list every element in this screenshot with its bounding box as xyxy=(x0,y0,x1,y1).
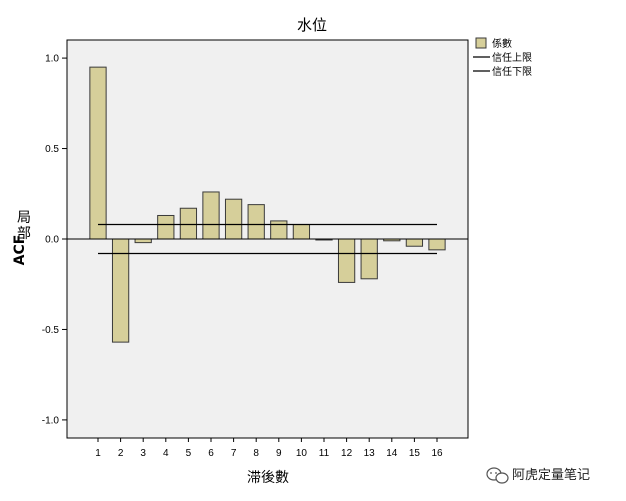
x-axis-ticks: 1 2 3 4 5 6 7 8 9 10 11 12 13 14 15 16 xyxy=(95,438,443,459)
acf-bar xyxy=(270,220,288,240)
acf-bar xyxy=(89,66,107,240)
x-tick-label: 10 xyxy=(296,448,308,459)
y-tick-label: 0.5 xyxy=(45,144,59,155)
y-axis-ticks: 1.0 0.5 0.0 -0.5 -1.0 xyxy=(42,54,67,426)
x-tick-label: 9 xyxy=(276,448,282,459)
acf-bar xyxy=(179,207,198,240)
x-tick-label: 7 xyxy=(231,448,237,459)
chart-title: 水位 xyxy=(297,16,327,34)
x-tick-label: 3 xyxy=(140,448,146,459)
acf-bar xyxy=(134,238,152,244)
acf-bar xyxy=(224,198,243,240)
x-tick-label: 8 xyxy=(253,448,259,459)
watermark-text: 阿虎定量笔记 xyxy=(512,467,590,483)
acf-bar xyxy=(157,214,175,240)
y-tick-label: -0.5 xyxy=(42,325,60,336)
y-axis-title-line1: 局 xyxy=(17,210,31,226)
x-tick-label: 6 xyxy=(208,448,214,459)
watermark: 阿虎定量笔记 xyxy=(486,467,590,484)
y-axis-title-line3: ACF xyxy=(12,235,28,266)
acf-bar xyxy=(428,238,446,251)
y-tick-label: -1.0 xyxy=(42,415,60,426)
acf-bar xyxy=(292,224,311,240)
legend-label-coefficient: 係數 xyxy=(492,37,512,50)
x-tick-label: 13 xyxy=(364,448,376,459)
x-tick-label: 4 xyxy=(163,448,169,459)
acf-bar xyxy=(247,204,265,240)
wechat-icon xyxy=(486,467,509,484)
legend-swatch-coefficient xyxy=(475,37,487,49)
acf-bar xyxy=(111,238,130,343)
x-tick-label: 12 xyxy=(341,448,353,459)
acf-bar xyxy=(405,238,424,247)
acf-bar xyxy=(360,238,378,280)
x-axis-title: 滞後數 xyxy=(247,470,289,486)
legend: 係數 信任上限 信任下限 xyxy=(473,37,532,78)
legend-label-upper-limit: 信任上限 xyxy=(492,51,532,64)
x-tick-label: 15 xyxy=(409,448,421,459)
x-tick-label: 11 xyxy=(319,448,330,459)
x-tick-label: 16 xyxy=(431,448,443,459)
y-tick-label: 0.0 xyxy=(45,235,59,246)
y-axis-title-line2: 部 xyxy=(17,226,31,242)
legend-label-lower-limit: 信任下限 xyxy=(492,65,532,78)
x-tick-label: 1 xyxy=(95,448,101,459)
acf-bar xyxy=(202,191,220,240)
acf-bar xyxy=(337,238,356,283)
x-tick-label: 5 xyxy=(186,448,192,459)
y-axis-title: 局 部 ACF xyxy=(12,210,31,265)
x-tick-label: 2 xyxy=(118,448,124,459)
y-tick-label: 1.0 xyxy=(45,54,59,65)
x-tick-label: 14 xyxy=(386,448,398,459)
